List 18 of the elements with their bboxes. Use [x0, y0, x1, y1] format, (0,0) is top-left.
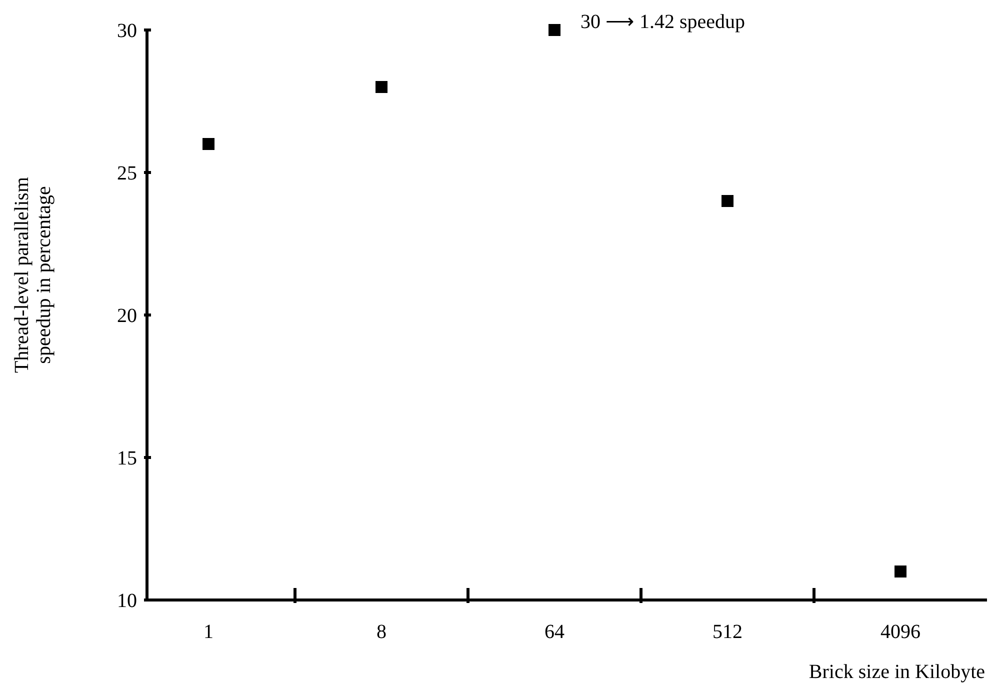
point — [202, 138, 214, 150]
annotation: 30 ⟶ 1.42 speedup — [580, 11, 746, 33]
y-tick-label: 10 — [117, 590, 137, 612]
y-tick-label: 30 — [117, 20, 137, 42]
x-axis-title: Brick size in Kilobyte — [808, 661, 986, 683]
point — [894, 566, 906, 578]
x-tick-label: 8 — [376, 621, 386, 643]
x-tick-label: 4096 — [880, 621, 920, 643]
point — [722, 195, 734, 207]
y-tick-label: 15 — [117, 448, 137, 470]
x-tick-label: 512 — [712, 621, 742, 643]
y-tick-label: 25 — [117, 162, 137, 184]
x-tick-label: 64 — [544, 621, 564, 643]
y-tick-label: 20 — [117, 305, 137, 327]
x-tick-label: 1 — [204, 621, 214, 643]
point — [548, 24, 560, 36]
point — [376, 81, 388, 93]
y-axis-title: Thread-level parallelism speedup in percentage — [11, 176, 55, 374]
